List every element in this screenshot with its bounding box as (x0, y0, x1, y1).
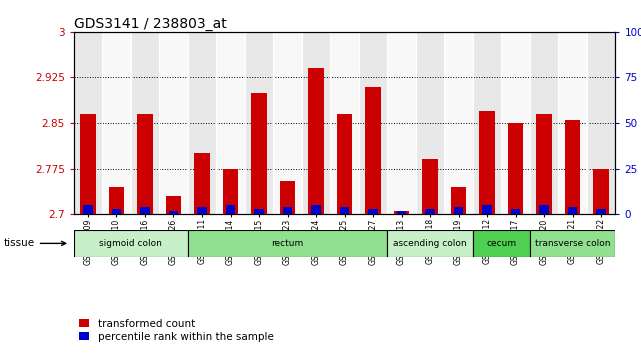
Bar (194, 153, 210, 214)
Bar (454, 207, 463, 214)
Bar (74, 230, 188, 257)
Bar (387, 230, 473, 257)
Bar (188, 32, 216, 214)
Bar (251, 93, 267, 214)
Bar (83, 205, 93, 214)
Bar (426, 209, 435, 214)
Text: transverse colon: transverse colon (535, 239, 610, 248)
Bar (337, 114, 353, 214)
Bar (222, 169, 238, 214)
Bar (159, 32, 188, 214)
Text: GDS3141 / 238803_at: GDS3141 / 238803_at (74, 17, 226, 31)
Text: rectum: rectum (271, 239, 304, 248)
Bar (539, 205, 549, 214)
Legend: transformed count, percentile rank within the sample: transformed count, percentile rank withi… (79, 319, 274, 342)
Bar (108, 187, 124, 214)
Bar (365, 86, 381, 214)
Bar (216, 32, 245, 214)
Bar (165, 196, 181, 214)
Bar (558, 32, 587, 214)
Bar (501, 32, 530, 214)
Bar (511, 209, 520, 214)
Bar (273, 32, 302, 214)
Bar (369, 209, 378, 214)
Bar (312, 205, 320, 214)
Bar (596, 209, 606, 214)
Bar (330, 32, 359, 214)
Bar (587, 32, 615, 214)
Bar (568, 207, 578, 214)
Bar (537, 114, 552, 214)
Bar (483, 205, 492, 214)
Bar (112, 209, 121, 214)
Bar (473, 230, 530, 257)
Bar (102, 32, 131, 214)
Bar (302, 32, 330, 214)
Text: tissue: tissue (4, 238, 65, 249)
Bar (451, 187, 467, 214)
Bar (131, 32, 159, 214)
Bar (594, 169, 609, 214)
Bar (530, 32, 558, 214)
Text: cecum: cecum (487, 239, 517, 248)
Bar (188, 230, 387, 257)
Bar (254, 209, 263, 214)
Bar (140, 207, 150, 214)
Bar (508, 123, 524, 214)
Bar (308, 68, 324, 214)
Bar (565, 120, 581, 214)
Bar (444, 32, 473, 214)
Bar (340, 207, 349, 214)
Text: sigmoid colon: sigmoid colon (99, 239, 162, 248)
Bar (422, 159, 438, 214)
Bar (245, 32, 273, 214)
Bar (169, 211, 178, 214)
Text: ascending colon: ascending colon (393, 239, 467, 248)
Bar (387, 32, 416, 214)
Bar (283, 207, 292, 214)
Bar (226, 205, 235, 214)
Bar (394, 211, 410, 214)
Bar (197, 207, 206, 214)
Bar (530, 230, 615, 257)
Bar (479, 111, 495, 214)
Bar (74, 32, 102, 214)
Bar (137, 114, 153, 214)
Bar (473, 32, 501, 214)
Bar (80, 114, 96, 214)
Bar (416, 32, 444, 214)
Bar (279, 181, 296, 214)
Bar (397, 211, 406, 214)
Bar (359, 32, 387, 214)
